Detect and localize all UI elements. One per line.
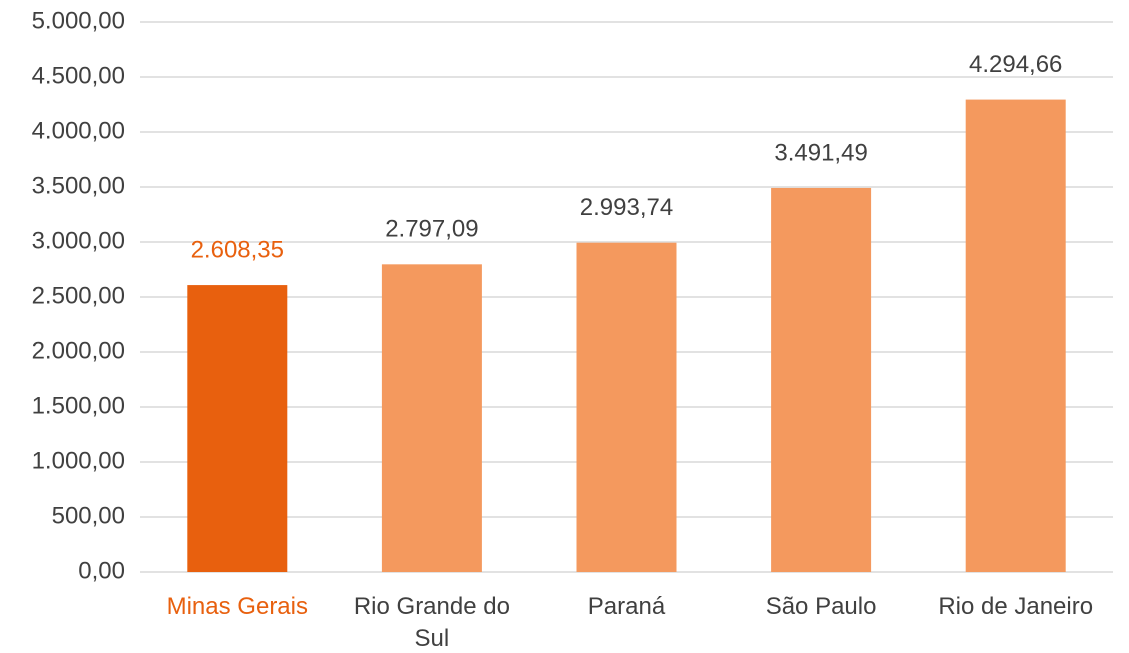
x-tick-label: Rio Grande do Sul [354,593,510,652]
value-label: 2.797,09 [385,216,478,243]
y-tick-label: 1.000,00 [32,447,125,474]
y-tick-label: 2.000,00 [32,337,125,364]
y-tick-label: 4.000,00 [32,117,125,144]
y-tick-label: 3.500,00 [32,172,125,199]
value-label: 2.993,74 [580,194,673,221]
bar [771,187,872,572]
y-tick-label: 4.500,00 [32,62,125,89]
x-tick-label: Paraná [588,593,666,620]
y-tick-label: 500,00 [52,502,125,529]
value-label: 3.491,49 [774,139,867,166]
y-tick-label: 2.500,00 [32,282,125,309]
y-tick-label: 3.000,00 [32,227,125,254]
bar [381,264,482,572]
y-tick-label: 0,00 [78,557,125,584]
x-tick-label: Rio de Janeiro [938,593,1093,620]
x-tick-label: Minas Gerais [167,593,308,620]
value-label: 2.608,35 [191,236,284,263]
bar [187,285,288,572]
bar [965,99,1066,572]
y-tick-label: 1.500,00 [32,392,125,419]
y-tick-label: 5.000,00 [32,7,125,34]
bar [576,242,677,572]
value-label: 4.294,66 [969,51,1062,78]
x-tick-label: São Paulo [766,593,877,620]
